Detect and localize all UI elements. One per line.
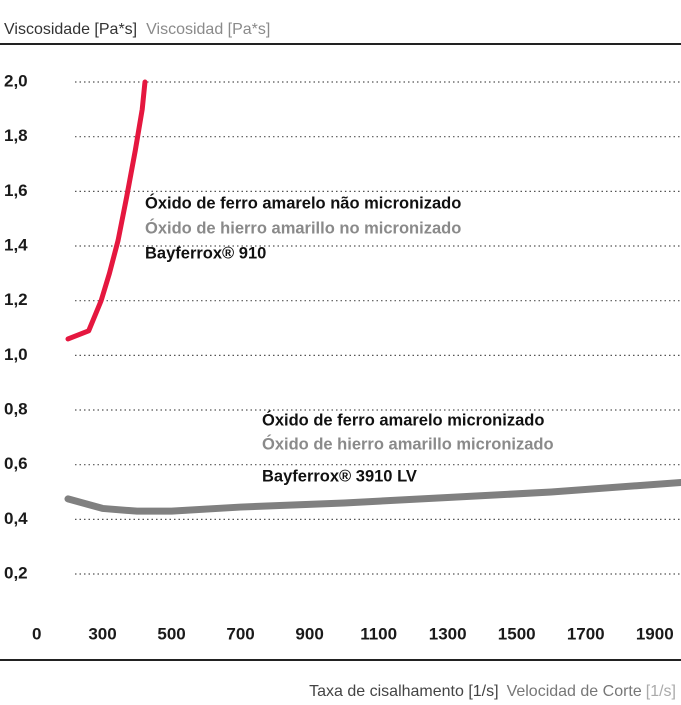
x-title-part: [1/s]	[646, 683, 676, 700]
x-title-part: Taxa de cisalhamento [1/s]	[309, 683, 498, 700]
y-axis-title: Viscosidade [Pa*s] Viscosidad [Pa*s]	[4, 21, 270, 38]
x-axis-title: Taxa de cisalhamento [1/s] Velocidad de C…	[309, 683, 676, 700]
annotation: Óxido de hierro amarillo no micronizado	[145, 218, 461, 237]
x-tick-label: 1500	[498, 624, 536, 643]
y-tick-label: 2,0	[4, 72, 28, 91]
x-tick-label: 900	[295, 624, 323, 643]
y-tick-label: 0,6	[4, 454, 28, 473]
x-title-part: Velocidad de Corte	[507, 683, 642, 700]
annotation: Bayferrox® 3910 LV	[262, 467, 417, 485]
annotation: Óxido de ferro amarelo não micronizado	[145, 193, 461, 212]
x-tick-label: 1700	[567, 624, 605, 643]
y-tick-label: 1,2	[4, 290, 28, 309]
annotation: Óxido de ferro amarelo micronizado	[262, 410, 544, 429]
y-tick-label: 0	[32, 624, 41, 643]
y-tick-label: 1,6	[4, 181, 28, 200]
title-part: Viscosidad [Pa*s]	[146, 21, 270, 38]
title-part: Viscosidade [Pa*s]	[4, 21, 137, 38]
x-tick-label: 700	[226, 624, 254, 643]
y-tick-label: 0,2	[4, 564, 28, 583]
y-tick-label: 1,8	[4, 126, 28, 145]
x-tick-label: 1300	[429, 624, 467, 643]
annotation: Bayferrox® 910	[145, 244, 266, 262]
x-tick-label: 1100	[360, 624, 397, 643]
x-tick-label: 300	[88, 624, 116, 643]
annotation: Óxido de hierro amarillo micronizado	[262, 434, 554, 453]
y-tick-label: 0,8	[4, 400, 28, 419]
series-line	[64, 478, 681, 515]
x-tick-label: 1900	[636, 624, 674, 643]
series-line	[65, 79, 148, 342]
x-tick-label: 500	[157, 624, 185, 643]
y-tick-label: 1,4	[4, 236, 28, 255]
y-tick-label: 1,0	[4, 345, 28, 364]
y-tick-label: 0,4	[4, 509, 28, 528]
